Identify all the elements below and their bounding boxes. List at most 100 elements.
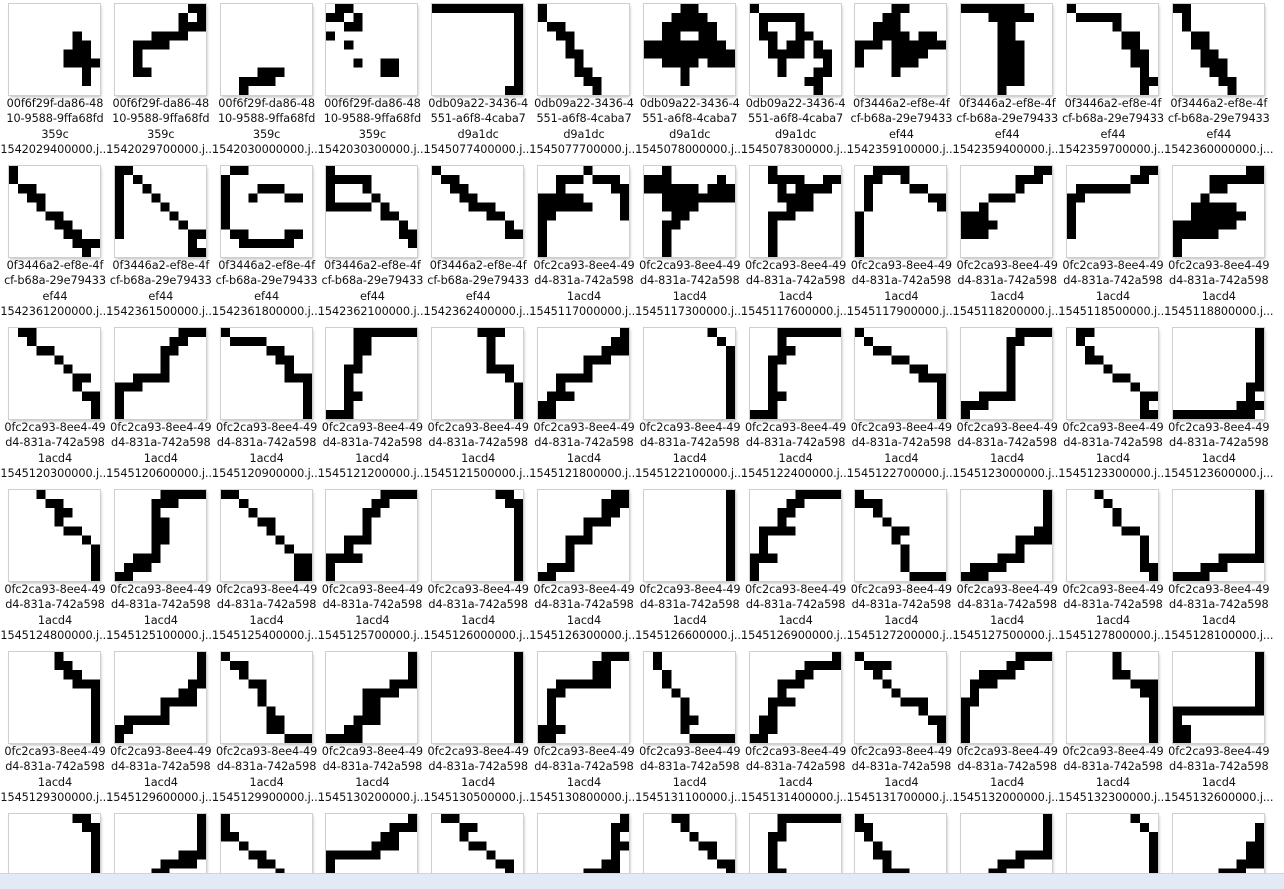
image-thumbnail[interactable] bbox=[114, 166, 206, 257]
file-item[interactable]: 0fc2ca93-8ee4-49 d4-831a-742a598 1acd4 1545… bbox=[741, 324, 850, 486]
file-item[interactable]: 0fc2ca93-8ee4-49 d4-831a-742a598 1acd4 1545… bbox=[952, 324, 1062, 486]
file-item[interactable]: 0fc2ca93-8ee4-49 d4-831a-742a598 1acd4 1545… bbox=[1164, 648, 1273, 810]
image-thumbnail[interactable] bbox=[1172, 166, 1264, 257]
file-item[interactable]: 0fc2ca93-8ee4-49 d4-831a-742a598 1acd4 1545… bbox=[741, 162, 850, 324]
file-item[interactable]: 0fc2ca93-8ee4-49 d4-831a-742a598 1acd4 1545… bbox=[846, 162, 956, 324]
image-thumbnail[interactable] bbox=[220, 328, 312, 419]
image-thumbnail[interactable] bbox=[961, 490, 1053, 581]
image-thumbnail[interactable] bbox=[961, 814, 1053, 873]
file-item[interactable] bbox=[0, 810, 106, 873]
file-item[interactable] bbox=[741, 810, 847, 873]
image-thumbnail[interactable] bbox=[9, 814, 100, 873]
file-item[interactable]: 0fc2ca93-8ee4-49 d4-831a-742a598 1acd4 1545… bbox=[106, 324, 215, 486]
file-item[interactable]: 0fc2ca93-8ee4-49 d4-831a-742a598 1acd4 1545… bbox=[952, 648, 1062, 810]
image-thumbnail[interactable] bbox=[855, 814, 947, 873]
image-thumbnail[interactable] bbox=[1067, 4, 1158, 95]
file-item[interactable] bbox=[952, 810, 1058, 873]
file-item[interactable]: 00f6f29f-da86-48 10-9588-9ffa68fd 359c 1542… bbox=[0, 0, 110, 162]
file-item[interactable]: 0fc2ca93-8ee4-49 d4-831a-742a598 1acd4 1545… bbox=[212, 324, 321, 486]
file-item[interactable]: 0db09a22-3436-4 551-a6f8-4caba7 d9a1dc 1545… bbox=[741, 0, 850, 162]
image-thumbnail[interactable] bbox=[326, 814, 418, 873]
file-item[interactable]: 0fc2ca93-8ee4-49 d4-831a-742a598 1acd4 1545… bbox=[635, 486, 744, 648]
file-item[interactable]: 0fc2ca93-8ee4-49 d4-831a-742a598 1acd4 1545… bbox=[952, 162, 1062, 324]
file-item[interactable]: 0fc2ca93-8ee4-49 d4-831a-742a598 1acd4 1545… bbox=[1164, 162, 1273, 324]
image-thumbnail[interactable] bbox=[1172, 490, 1264, 581]
image-thumbnail[interactable] bbox=[749, 4, 841, 95]
file-item[interactable]: 0fc2ca93-8ee4-49 d4-831a-742a598 1acd4 1545… bbox=[423, 486, 533, 648]
image-thumbnail[interactable] bbox=[114, 490, 206, 581]
image-thumbnail[interactable] bbox=[114, 328, 206, 419]
image-thumbnail[interactable] bbox=[432, 814, 524, 873]
image-thumbnail[interactable] bbox=[220, 4, 312, 95]
file-item[interactable]: 0fc2ca93-8ee4-49 d4-831a-742a598 1acd4 1545… bbox=[529, 648, 639, 810]
image-thumbnail[interactable] bbox=[432, 166, 524, 257]
image-thumbnail[interactable] bbox=[9, 166, 100, 257]
file-item[interactable] bbox=[1164, 810, 1270, 873]
image-thumbnail[interactable] bbox=[749, 652, 841, 743]
image-thumbnail[interactable] bbox=[9, 4, 100, 95]
image-thumbnail[interactable] bbox=[432, 652, 524, 743]
file-item[interactable]: 0f3446a2-ef8e-4f cf-b68a-29e79433 ef44 1542… bbox=[317, 162, 427, 324]
image-thumbnail[interactable] bbox=[855, 166, 947, 257]
file-item[interactable]: 0fc2ca93-8ee4-49 d4-831a-742a598 1acd4 1545… bbox=[423, 324, 533, 486]
file-item[interactable]: 0fc2ca93-8ee4-49 d4-831a-742a598 1acd4 1545… bbox=[846, 648, 956, 810]
image-thumbnail[interactable] bbox=[749, 328, 841, 419]
file-item[interactable]: 0fc2ca93-8ee4-49 d4-831a-742a598 1acd4 1545… bbox=[317, 324, 427, 486]
file-item[interactable]: 0db09a22-3436-4 551-a6f8-4caba7 d9a1dc 1545… bbox=[423, 0, 533, 162]
file-item[interactable]: 0fc2ca93-8ee4-49 d4-831a-742a598 1acd4 1545… bbox=[423, 648, 533, 810]
image-thumbnail[interactable] bbox=[1067, 814, 1158, 873]
image-thumbnail[interactable] bbox=[1172, 328, 1264, 419]
file-item[interactable] bbox=[529, 810, 635, 873]
image-thumbnail[interactable] bbox=[749, 814, 841, 873]
image-thumbnail[interactable] bbox=[326, 652, 418, 743]
image-thumbnail[interactable] bbox=[855, 4, 947, 95]
image-thumbnail[interactable] bbox=[1067, 490, 1158, 581]
file-item[interactable]: 0fc2ca93-8ee4-49 d4-831a-742a598 1acd4 1545… bbox=[741, 486, 850, 648]
image-thumbnail[interactable] bbox=[643, 652, 735, 743]
image-thumbnail[interactable] bbox=[1172, 4, 1264, 95]
image-thumbnail[interactable] bbox=[114, 652, 206, 743]
file-item[interactable]: 0fc2ca93-8ee4-49 d4-831a-742a598 1acd4 1545… bbox=[317, 486, 427, 648]
file-item[interactable]: 0fc2ca93-8ee4-49 d4-831a-742a598 1acd4 1545… bbox=[0, 648, 110, 810]
file-item[interactable]: 0fc2ca93-8ee4-49 d4-831a-742a598 1acd4 1545… bbox=[529, 324, 639, 486]
file-item[interactable]: 0fc2ca93-8ee4-49 d4-831a-742a598 1acd4 1545… bbox=[1164, 324, 1273, 486]
image-thumbnail[interactable] bbox=[432, 4, 524, 95]
image-thumbnail[interactable] bbox=[1067, 166, 1158, 257]
image-thumbnail[interactable] bbox=[9, 652, 100, 743]
image-thumbnail[interactable] bbox=[961, 166, 1053, 257]
file-item[interactable]: 00f6f29f-da86-48 10-9588-9ffa68fd 359c 1542… bbox=[106, 0, 215, 162]
image-thumbnail[interactable] bbox=[538, 328, 629, 419]
file-item[interactable]: 0fc2ca93-8ee4-49 d4-831a-742a598 1acd4 1545… bbox=[317, 648, 427, 810]
file-item[interactable]: 0fc2ca93-8ee4-49 d4-831a-742a598 1acd4 1545… bbox=[952, 486, 1062, 648]
file-item[interactable]: 0fc2ca93-8ee4-49 d4-831a-742a598 1acd4 1545… bbox=[529, 486, 639, 648]
file-item[interactable]: 0fc2ca93-8ee4-49 d4-831a-742a598 1acd4 1545… bbox=[1058, 162, 1168, 324]
image-thumbnail[interactable] bbox=[749, 166, 841, 257]
file-item[interactable]: 0fc2ca93-8ee4-49 d4-831a-742a598 1acd4 1545… bbox=[846, 486, 956, 648]
image-thumbnail[interactable] bbox=[643, 166, 735, 257]
image-thumbnail[interactable] bbox=[961, 652, 1053, 743]
image-thumbnail[interactable] bbox=[114, 814, 206, 873]
image-thumbnail[interactable] bbox=[538, 4, 629, 95]
image-thumbnail[interactable] bbox=[749, 490, 841, 581]
file-item[interactable]: 0fc2ca93-8ee4-49 d4-831a-742a598 1acd4 1545… bbox=[212, 648, 321, 810]
image-thumbnail[interactable] bbox=[326, 4, 418, 95]
image-thumbnail[interactable] bbox=[538, 814, 629, 873]
image-thumbnail[interactable] bbox=[538, 166, 629, 257]
file-item[interactable]: 00f6f29f-da86-48 10-9588-9ffa68fd 359c 1542… bbox=[212, 0, 321, 162]
file-item[interactable] bbox=[106, 810, 212, 873]
image-thumbnail[interactable] bbox=[9, 490, 100, 581]
file-item[interactable]: 0fc2ca93-8ee4-49 d4-831a-742a598 1acd4 1545… bbox=[846, 324, 956, 486]
file-item[interactable] bbox=[423, 810, 529, 873]
image-thumbnail[interactable] bbox=[643, 328, 735, 419]
file-item[interactable]: 0f3446a2-ef8e-4f cf-b68a-29e79433 ef44 1542… bbox=[952, 0, 1062, 162]
image-thumbnail[interactable] bbox=[1172, 814, 1264, 873]
file-item[interactable]: 0fc2ca93-8ee4-49 d4-831a-742a598 1acd4 1545… bbox=[635, 648, 744, 810]
image-thumbnail[interactable] bbox=[538, 490, 629, 581]
image-thumbnail[interactable] bbox=[220, 652, 312, 743]
file-item[interactable]: 0fc2ca93-8ee4-49 d4-831a-742a598 1acd4 1545… bbox=[1058, 648, 1168, 810]
file-item[interactable] bbox=[317, 810, 423, 873]
file-item[interactable] bbox=[635, 810, 741, 873]
image-thumbnail[interactable] bbox=[326, 328, 418, 419]
file-item[interactable]: 0db09a22-3436-4 551-a6f8-4caba7 d9a1dc 1545… bbox=[529, 0, 639, 162]
image-thumbnail[interactable] bbox=[855, 652, 947, 743]
